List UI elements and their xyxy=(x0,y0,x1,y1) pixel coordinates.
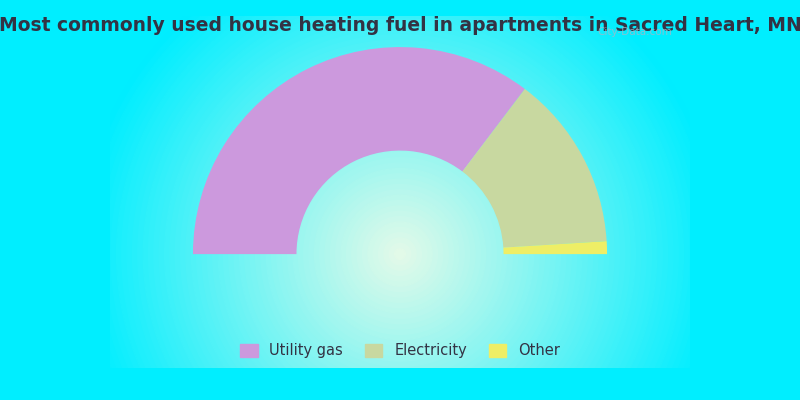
Text: City-Data.com: City-Data.com xyxy=(598,26,673,36)
Circle shape xyxy=(138,0,662,400)
Circle shape xyxy=(143,0,657,400)
Circle shape xyxy=(95,0,705,400)
Circle shape xyxy=(165,19,635,400)
Circle shape xyxy=(394,249,406,260)
Text: Most commonly used house heating fuel in apartments in Sacred Heart, MN: Most commonly used house heating fuel in… xyxy=(0,16,800,35)
Circle shape xyxy=(352,206,448,302)
Circle shape xyxy=(207,62,593,400)
Circle shape xyxy=(170,24,630,400)
Wedge shape xyxy=(193,47,525,254)
Circle shape xyxy=(218,72,582,400)
Circle shape xyxy=(314,168,486,340)
Circle shape xyxy=(213,67,587,400)
Circle shape xyxy=(362,217,438,292)
Circle shape xyxy=(390,244,410,265)
Circle shape xyxy=(261,115,539,393)
Circle shape xyxy=(229,83,571,400)
Circle shape xyxy=(250,104,550,400)
Circle shape xyxy=(320,174,480,334)
Circle shape xyxy=(154,8,646,400)
Circle shape xyxy=(336,190,464,318)
Circle shape xyxy=(85,0,715,400)
Circle shape xyxy=(304,158,496,350)
Circle shape xyxy=(101,0,699,400)
Circle shape xyxy=(266,120,534,388)
Circle shape xyxy=(181,35,619,400)
Legend: Utility gas, Electricity, Other: Utility gas, Electricity, Other xyxy=(234,338,566,364)
Circle shape xyxy=(159,14,641,400)
Circle shape xyxy=(282,136,518,372)
Circle shape xyxy=(122,0,678,400)
Circle shape xyxy=(346,201,454,308)
Circle shape xyxy=(330,184,470,324)
Circle shape xyxy=(117,0,683,400)
Circle shape xyxy=(202,56,598,400)
Wedge shape xyxy=(503,241,607,254)
Circle shape xyxy=(197,51,603,400)
Circle shape xyxy=(111,0,689,400)
Circle shape xyxy=(358,211,442,297)
Circle shape xyxy=(106,0,694,400)
Circle shape xyxy=(325,179,475,329)
Circle shape xyxy=(374,227,426,281)
Circle shape xyxy=(223,78,577,400)
Circle shape xyxy=(245,99,555,400)
Circle shape xyxy=(133,0,667,400)
Circle shape xyxy=(378,233,422,276)
Circle shape xyxy=(175,30,625,400)
Wedge shape xyxy=(462,89,606,248)
Circle shape xyxy=(79,0,721,400)
Circle shape xyxy=(341,195,459,313)
Circle shape xyxy=(90,0,710,400)
Circle shape xyxy=(293,147,507,361)
Circle shape xyxy=(234,88,566,400)
Circle shape xyxy=(277,131,523,377)
Circle shape xyxy=(384,238,416,270)
Circle shape xyxy=(288,142,512,366)
Circle shape xyxy=(298,152,502,356)
Circle shape xyxy=(255,110,545,398)
Circle shape xyxy=(239,94,561,400)
Circle shape xyxy=(149,3,651,400)
Circle shape xyxy=(309,163,491,345)
Circle shape xyxy=(186,40,614,400)
Circle shape xyxy=(127,0,673,400)
Circle shape xyxy=(191,46,609,400)
Circle shape xyxy=(272,126,528,382)
Circle shape xyxy=(368,222,432,286)
